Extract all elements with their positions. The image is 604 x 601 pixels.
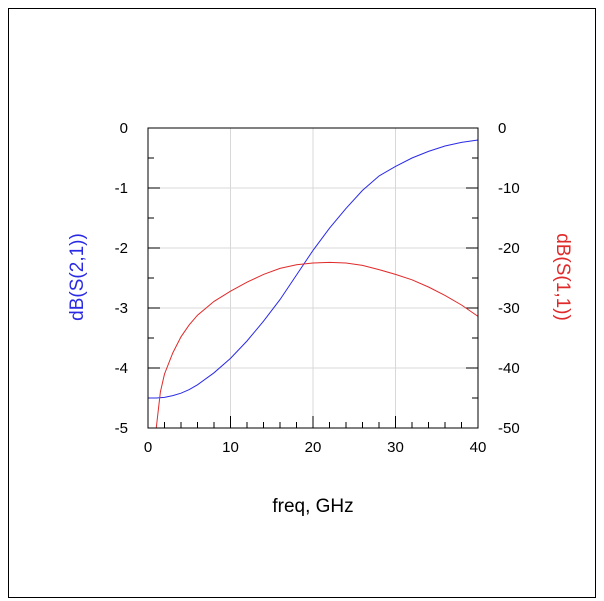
y-left-tick-label: -3	[115, 300, 128, 317]
y-right-tick-label: -30	[498, 300, 520, 317]
x-tick-label: 0	[144, 439, 152, 456]
grid	[148, 128, 478, 428]
x-tick-label: 10	[222, 439, 239, 456]
y-axis-title-right: dB(S(1,1))	[552, 233, 573, 321]
x-axis-title: freq, GHz	[272, 496, 353, 517]
y-right-tick-label: -50	[498, 420, 520, 437]
y-right-tick-label: 0	[498, 120, 506, 137]
y-left-tick-label: -5	[115, 420, 128, 437]
x-tick-label: 40	[470, 439, 487, 456]
series-lines	[148, 139, 479, 429]
y-left-tick-label: -4	[115, 360, 128, 377]
y-left-tick-label: -1	[115, 180, 128, 197]
chart-frame	[8, 8, 596, 598]
y-right-tick-label: -40	[498, 360, 520, 377]
y-left-tick-label: -2	[115, 240, 128, 257]
x-tick-label: 30	[387, 439, 404, 456]
series-line-s11	[155, 261, 479, 429]
y-left-tick-label: 0	[120, 120, 128, 137]
plot-area-border	[147, 127, 479, 429]
x-tick-label: 20	[305, 439, 322, 456]
tick-labels: 0 10 20 30 400-1-2-3-4-50-10-20-30-40-50	[115, 120, 520, 456]
y-right-tick-label: -10	[498, 180, 520, 197]
series-line-s21	[148, 139, 479, 399]
y-right-tick-label: -20	[498, 240, 520, 257]
y-axis-title-left: dB(S(2,1))	[67, 233, 88, 321]
